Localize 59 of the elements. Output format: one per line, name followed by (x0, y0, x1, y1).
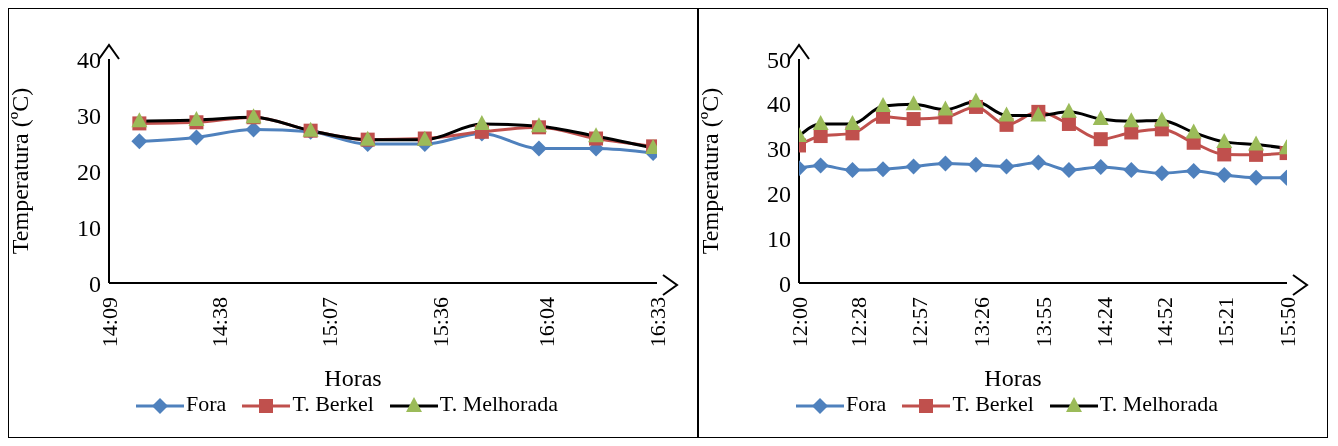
point (905, 158, 922, 175)
point (1153, 165, 1170, 182)
legend-label: T. Berkel (292, 391, 374, 416)
x-tick-label: 15:07 (317, 297, 343, 348)
x-tick-label: 12:28 (845, 297, 871, 348)
x-tick-label: 12:57 (907, 297, 933, 348)
y-tick-label: 50 (767, 46, 791, 73)
y-axis-title: Temperatura (ºC) (6, 87, 33, 255)
x-tick-label: 13:26 (968, 297, 994, 348)
x-tick-label: 16:04 (534, 297, 560, 348)
point (1030, 154, 1047, 171)
legend-label: T. Melhorada (439, 391, 558, 416)
x-tick-label: 15:36 (427, 297, 453, 348)
legend-label: T. Berkel (952, 391, 1034, 416)
point (937, 155, 954, 172)
x-axis-title: Horas (323, 365, 383, 391)
x-tick-label: 12:00 (786, 297, 812, 348)
legend-label: Fora (186, 391, 227, 416)
y-tick-label: 20 (77, 158, 101, 185)
x-tick-label: 16:33 (644, 297, 670, 348)
x-tick-label: 14:38 (206, 297, 232, 348)
legend-label: Fora (846, 391, 887, 416)
point (812, 157, 829, 174)
y-tick-label: 30 (77, 102, 101, 129)
point (1092, 158, 1109, 175)
point (844, 162, 861, 179)
y-tick-label: 30 (767, 136, 791, 163)
x-tick-label: 15:21 (1213, 297, 1239, 348)
y-tick-label: 20 (767, 180, 791, 207)
y-tick-label: 40 (77, 46, 101, 73)
point (1248, 169, 1265, 186)
x-tick-label: 13:55 (1030, 297, 1056, 348)
y-tick-label: 10 (77, 214, 101, 241)
point (1216, 167, 1233, 184)
y-tick-label: 0 (779, 270, 791, 297)
point (1217, 147, 1232, 162)
x-tick-label: 14:52 (1151, 297, 1177, 348)
y-axis-title: Temperatura (ºC) (696, 87, 723, 255)
point (131, 133, 148, 150)
point (875, 161, 892, 178)
point (188, 129, 205, 146)
x-tick-label: 14:24 (1092, 297, 1118, 348)
x-axis-title: Horas (983, 365, 1043, 391)
x-tick-label: 14:09 (96, 297, 122, 348)
point (1123, 162, 1140, 179)
point (1185, 163, 1202, 179)
point (813, 129, 828, 144)
legend-label: T. Melhorada (1099, 391, 1218, 416)
point (906, 112, 921, 127)
x-tick-label: 15:50 (1274, 297, 1300, 348)
y-tick-label: 40 (767, 91, 791, 118)
y-tick-label: 0 (89, 270, 101, 297)
point (1060, 162, 1077, 179)
point (530, 140, 547, 157)
point (998, 158, 1015, 175)
y-tick-label: 10 (767, 225, 791, 252)
point (1093, 132, 1108, 147)
point (1061, 116, 1076, 131)
point (967, 156, 984, 173)
